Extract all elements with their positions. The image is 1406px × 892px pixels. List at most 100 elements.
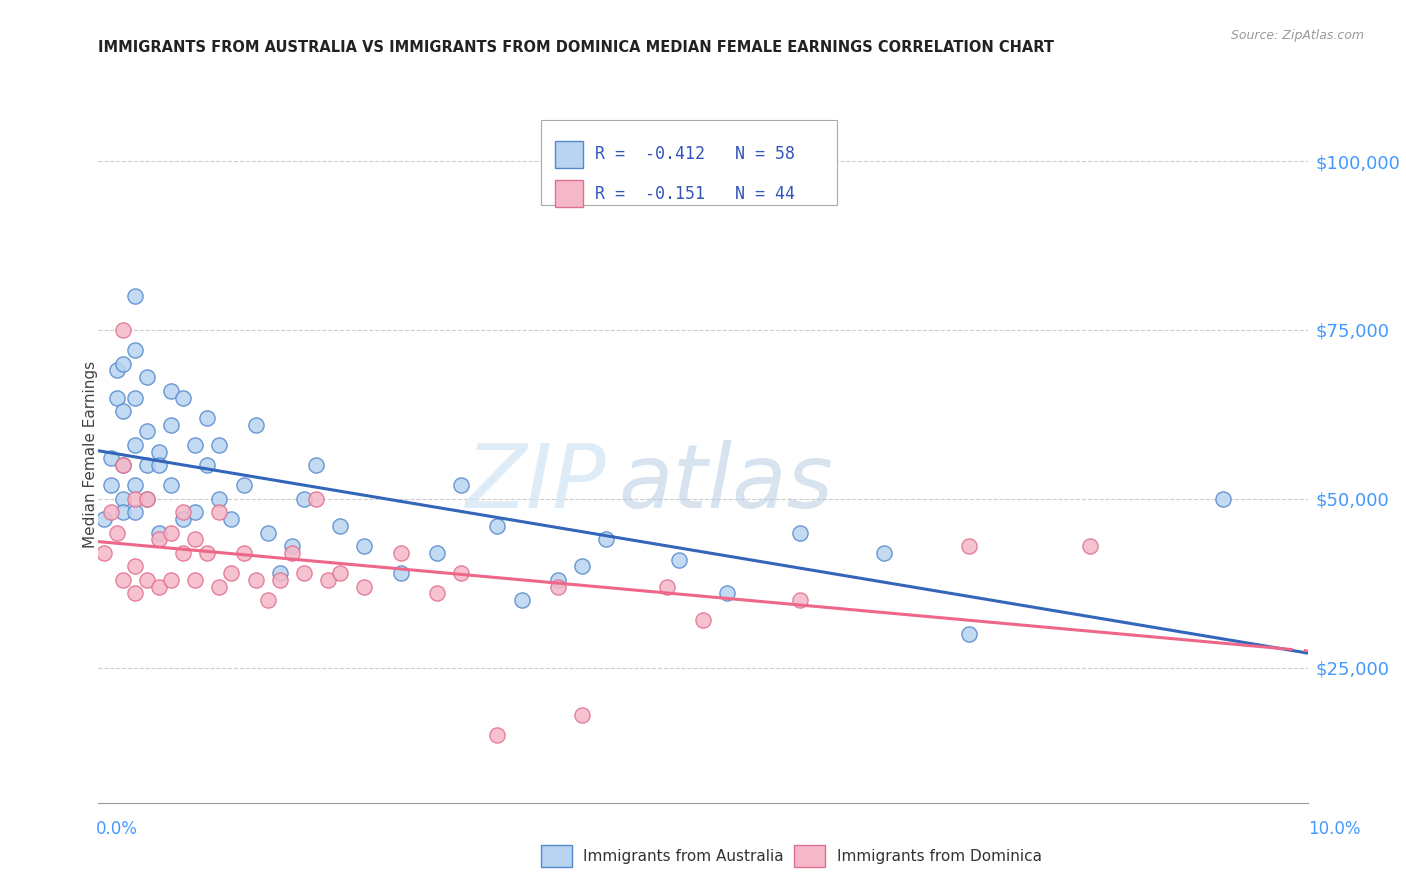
Point: [124, 391, 146, 405]
Point: [1212, 491, 1234, 506]
Point: [208, 580, 231, 594]
Text: R =  -0.412   N = 58: R = -0.412 N = 58: [595, 145, 794, 163]
Point: [135, 370, 157, 384]
Point: [281, 539, 304, 553]
Point: [111, 505, 134, 519]
Point: [245, 573, 267, 587]
Point: [389, 566, 412, 581]
Point: [208, 491, 231, 506]
Point: [135, 491, 157, 506]
Point: [111, 491, 134, 506]
Point: [450, 566, 472, 581]
Text: 10.0%: 10.0%: [1309, 820, 1361, 838]
Point: [269, 573, 291, 587]
Point: [135, 491, 157, 506]
Point: [789, 525, 811, 540]
Point: [124, 478, 146, 492]
Point: [135, 458, 157, 472]
Point: [450, 478, 472, 492]
Y-axis label: Median Female Earnings: Median Female Earnings: [83, 361, 97, 549]
Point: [873, 546, 896, 560]
Point: [124, 438, 146, 452]
Point: [124, 586, 146, 600]
Point: [105, 391, 128, 405]
Point: [486, 728, 509, 742]
Point: [148, 458, 170, 472]
Point: [135, 424, 157, 438]
Text: Immigrants from Dominica: Immigrants from Dominica: [837, 849, 1042, 863]
Point: [160, 478, 183, 492]
Point: [148, 444, 170, 458]
Point: [426, 586, 449, 600]
Point: [93, 546, 115, 560]
Point: [957, 627, 980, 641]
Point: [160, 384, 183, 398]
Point: [245, 417, 267, 432]
Text: 0.0%: 0.0%: [96, 820, 138, 838]
Point: [292, 566, 315, 581]
Point: [353, 539, 375, 553]
Point: [510, 593, 533, 607]
Point: [111, 458, 134, 472]
Point: [184, 505, 207, 519]
Point: [124, 505, 146, 519]
Point: [221, 512, 243, 526]
Point: [160, 417, 183, 432]
Point: [292, 491, 315, 506]
Point: [692, 614, 714, 628]
Point: [195, 458, 218, 472]
Point: [100, 478, 122, 492]
Point: [232, 478, 254, 492]
Point: [208, 438, 231, 452]
Point: [716, 586, 738, 600]
Point: [124, 491, 146, 506]
Point: [172, 512, 194, 526]
Text: R =  -0.151   N = 44: R = -0.151 N = 44: [595, 185, 794, 202]
Point: [232, 546, 254, 560]
Point: [281, 546, 304, 560]
Point: [256, 525, 278, 540]
Point: [111, 404, 134, 418]
Point: [353, 580, 375, 594]
Point: [172, 391, 194, 405]
Point: [195, 410, 218, 425]
Point: [93, 512, 115, 526]
Point: [547, 580, 569, 594]
Point: [221, 566, 243, 581]
Point: [124, 559, 146, 574]
Point: [486, 519, 509, 533]
Point: [329, 566, 352, 581]
Point: [957, 539, 980, 553]
Point: [269, 566, 291, 581]
Point: [160, 525, 183, 540]
Text: ZIP: ZIP: [465, 440, 606, 525]
Point: [111, 323, 134, 337]
Point: [316, 573, 339, 587]
Point: [426, 546, 449, 560]
Point: [172, 505, 194, 519]
Point: [305, 491, 328, 506]
Point: [305, 458, 328, 472]
Text: atlas: atlas: [619, 440, 834, 525]
Text: Source: ZipAtlas.com: Source: ZipAtlas.com: [1230, 29, 1364, 42]
Point: [184, 438, 207, 452]
Point: [329, 519, 352, 533]
Point: [105, 363, 128, 377]
Point: [160, 573, 183, 587]
Point: [124, 343, 146, 358]
Point: [208, 505, 231, 519]
Point: [547, 573, 569, 587]
Text: IMMIGRANTS FROM AUSTRALIA VS IMMIGRANTS FROM DOMINICA MEDIAN FEMALE EARNINGS COR: IMMIGRANTS FROM AUSTRALIA VS IMMIGRANTS …: [98, 40, 1054, 55]
Point: [148, 525, 170, 540]
Point: [135, 573, 157, 587]
Point: [256, 593, 278, 607]
Point: [1078, 539, 1101, 553]
Point: [389, 546, 412, 560]
Point: [195, 546, 218, 560]
Point: [655, 580, 678, 594]
Point: [172, 546, 194, 560]
Point: [595, 533, 617, 547]
Point: [184, 573, 207, 587]
Point: [571, 708, 593, 723]
Point: [148, 533, 170, 547]
